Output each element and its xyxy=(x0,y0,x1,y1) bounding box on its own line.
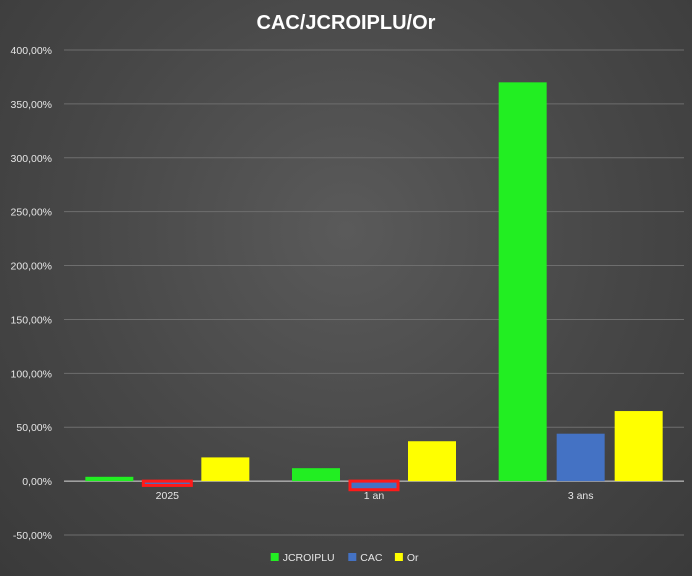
x-tick-label: 3 ans xyxy=(568,490,594,502)
y-tick-label: 400,00% xyxy=(11,45,52,57)
y-tick-label: 50,00% xyxy=(16,422,52,434)
bar-cac-3-ans xyxy=(556,433,605,482)
legend-label-or: Or xyxy=(407,552,419,564)
bar-or-1-an xyxy=(408,441,456,482)
y-tick-label: 100,00% xyxy=(11,368,52,380)
y-tick-label: 150,00% xyxy=(11,314,52,326)
y-tick-label: 300,00% xyxy=(11,153,52,165)
bar-cac-1-an xyxy=(348,479,400,492)
legend-swatch-jcroiplu xyxy=(270,553,279,561)
x-tick-label: 2025 xyxy=(156,490,180,502)
bar-jcroiplu-2025 xyxy=(85,476,134,482)
legend-swatch-cac xyxy=(348,553,357,561)
bar-jcroiplu-3-ans xyxy=(498,82,547,482)
y-tick-label: 0,00% xyxy=(22,476,52,488)
y-tick-label: 200,00% xyxy=(11,261,52,273)
y-tick-label: 350,00% xyxy=(11,99,52,111)
bar-cac-2025 xyxy=(141,479,193,487)
bar-or-3-ans xyxy=(614,411,663,482)
bar-or-2025 xyxy=(201,457,250,482)
y-tick-label: -50,00% xyxy=(13,530,52,542)
legend-label-cac: CAC xyxy=(360,552,383,564)
x-tick-label: 1 an xyxy=(364,490,385,502)
chart-title: CAC/JCROIPLU/Or xyxy=(256,12,436,34)
bar-jcroiplu-1-an xyxy=(292,468,340,482)
legend-label-jcroiplu: JCROIPLU xyxy=(283,552,335,564)
y-tick-label: 250,00% xyxy=(11,207,52,219)
legend-swatch-or xyxy=(394,553,403,561)
